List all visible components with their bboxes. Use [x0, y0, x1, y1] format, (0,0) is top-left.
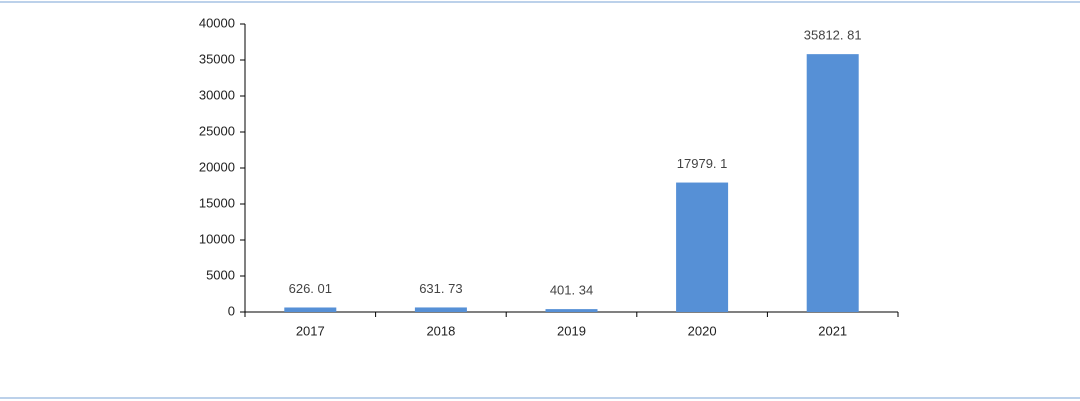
x-tick-label: 2018 — [426, 323, 455, 338]
value-label: 401. 34 — [550, 283, 593, 298]
y-tick-label: 15000 — [199, 195, 235, 210]
y-tick-label: 20000 — [199, 159, 235, 174]
x-tick-label: 2020 — [688, 323, 717, 338]
y-tick-label: 25000 — [199, 123, 235, 138]
bar — [545, 309, 598, 312]
value-label: 631. 73 — [419, 281, 462, 296]
y-tick-label: 40000 — [199, 15, 235, 30]
value-label: 35812. 81 — [804, 28, 862, 43]
x-tick-label: 2021 — [818, 323, 847, 338]
bar — [414, 307, 467, 312]
bar — [806, 54, 859, 312]
y-tick-label: 5000 — [206, 267, 235, 282]
x-tick-label: 2019 — [557, 323, 586, 338]
y-tick-label: 35000 — [199, 51, 235, 66]
value-label: 626. 01 — [289, 281, 332, 296]
x-tick-label: 2017 — [296, 323, 325, 338]
y-tick-label: 0 — [228, 303, 235, 318]
value-label: 17979. 1 — [677, 156, 728, 171]
bar — [676, 182, 729, 312]
y-tick-label: 10000 — [199, 231, 235, 246]
y-tick-label: 30000 — [199, 87, 235, 102]
bar — [284, 307, 337, 312]
